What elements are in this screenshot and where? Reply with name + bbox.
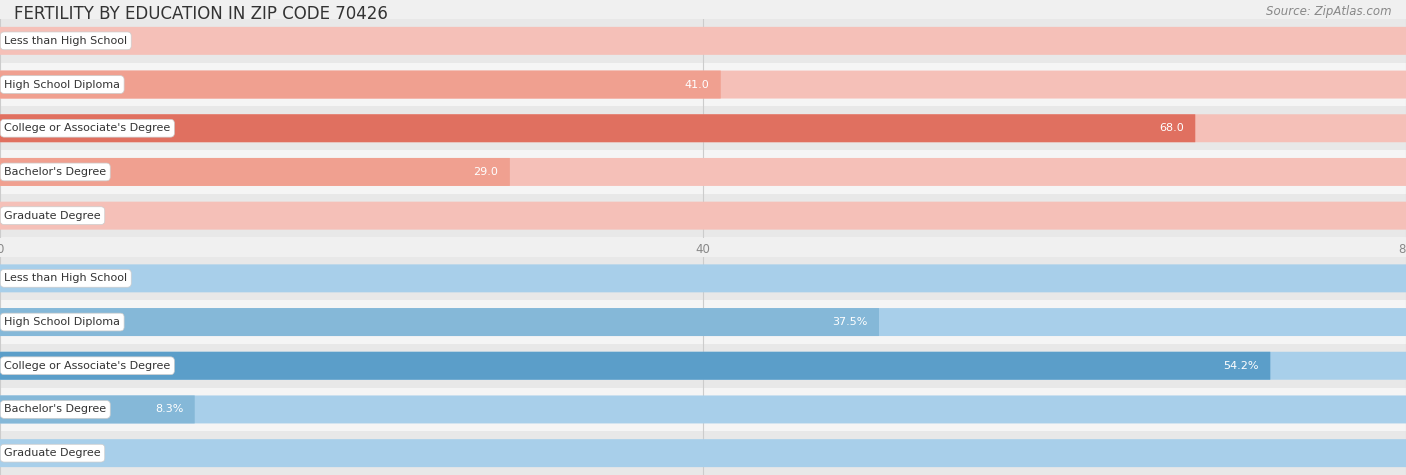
FancyBboxPatch shape xyxy=(0,158,1406,186)
FancyBboxPatch shape xyxy=(0,202,1406,229)
Text: 0.0%: 0.0% xyxy=(14,448,42,458)
FancyBboxPatch shape xyxy=(0,439,1406,467)
FancyBboxPatch shape xyxy=(0,158,510,186)
Text: Graduate Degree: Graduate Degree xyxy=(4,448,101,458)
Text: 41.0: 41.0 xyxy=(685,79,710,90)
Bar xyxy=(0,194,1406,238)
Text: 8.3%: 8.3% xyxy=(155,404,183,415)
Text: High School Diploma: High School Diploma xyxy=(4,317,121,327)
Text: High School Diploma: High School Diploma xyxy=(4,79,121,90)
FancyBboxPatch shape xyxy=(0,71,721,98)
Text: 68.0: 68.0 xyxy=(1159,123,1184,133)
FancyBboxPatch shape xyxy=(0,396,194,423)
Bar xyxy=(0,388,1406,431)
Text: 0.0: 0.0 xyxy=(14,210,32,221)
Bar xyxy=(0,300,1406,344)
FancyBboxPatch shape xyxy=(0,396,1406,423)
Text: 37.5%: 37.5% xyxy=(832,317,868,327)
Text: 54.2%: 54.2% xyxy=(1223,361,1258,371)
Text: Less than High School: Less than High School xyxy=(4,36,128,46)
FancyBboxPatch shape xyxy=(0,352,1271,380)
Bar xyxy=(0,256,1406,300)
Text: College or Associate's Degree: College or Associate's Degree xyxy=(4,361,170,371)
FancyBboxPatch shape xyxy=(0,308,879,336)
Text: Graduate Degree: Graduate Degree xyxy=(4,210,101,221)
Bar xyxy=(0,431,1406,475)
Text: Bachelor's Degree: Bachelor's Degree xyxy=(4,167,107,177)
Text: College or Associate's Degree: College or Associate's Degree xyxy=(4,123,170,133)
Bar xyxy=(0,106,1406,150)
FancyBboxPatch shape xyxy=(0,352,1406,380)
FancyBboxPatch shape xyxy=(0,114,1195,142)
Text: Source: ZipAtlas.com: Source: ZipAtlas.com xyxy=(1267,5,1392,18)
Bar xyxy=(0,19,1406,63)
FancyBboxPatch shape xyxy=(0,71,1406,98)
Bar xyxy=(0,150,1406,194)
Text: Bachelor's Degree: Bachelor's Degree xyxy=(4,404,107,415)
Bar xyxy=(0,63,1406,106)
Text: Less than High School: Less than High School xyxy=(4,273,128,284)
Text: 0.0: 0.0 xyxy=(14,36,32,46)
FancyBboxPatch shape xyxy=(0,27,1406,55)
Text: FERTILITY BY EDUCATION IN ZIP CODE 70426: FERTILITY BY EDUCATION IN ZIP CODE 70426 xyxy=(14,5,388,23)
Text: 29.0: 29.0 xyxy=(474,167,498,177)
FancyBboxPatch shape xyxy=(0,308,1406,336)
FancyBboxPatch shape xyxy=(0,114,1406,142)
Bar xyxy=(0,344,1406,388)
FancyBboxPatch shape xyxy=(0,265,1406,292)
Text: 0.0%: 0.0% xyxy=(14,273,42,284)
